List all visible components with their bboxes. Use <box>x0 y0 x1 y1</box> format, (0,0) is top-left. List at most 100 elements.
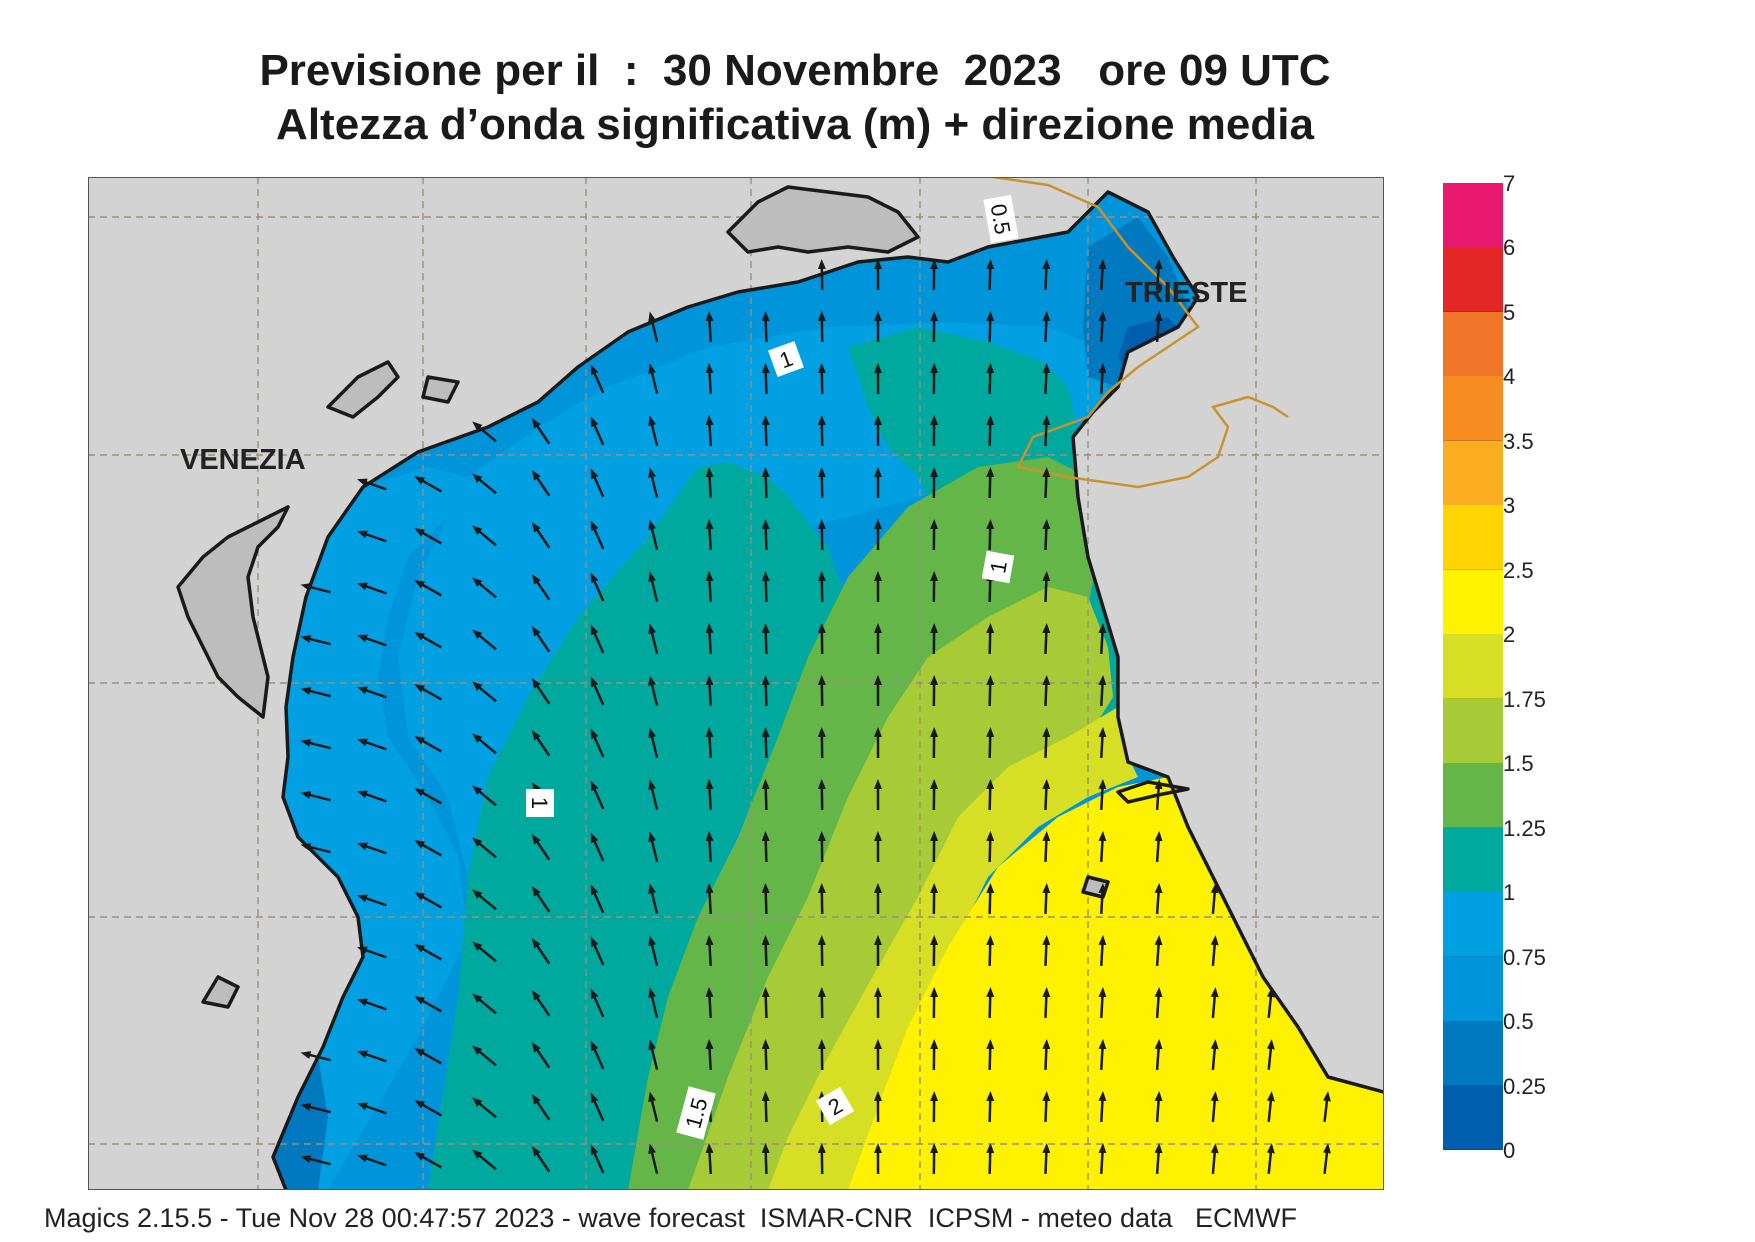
wave-arrow <box>648 363 659 394</box>
wave-arrow <box>590 520 605 550</box>
wave-arrow <box>300 687 331 698</box>
contour-label-1-west: 1 <box>527 797 552 809</box>
wave-arrow <box>531 522 551 549</box>
wave-arrow <box>590 1092 605 1122</box>
wave-arrow <box>531 938 551 965</box>
wave-arrow <box>531 574 551 601</box>
wave-arrow <box>986 831 995 863</box>
legend-tick-label: 4 <box>1503 364 1516 390</box>
wave-arrow <box>590 572 605 602</box>
wave-arrow <box>1154 987 1163 1019</box>
wave-arrow <box>761 1039 770 1071</box>
wave-arrow <box>648 467 659 498</box>
wave-arrow <box>472 629 497 651</box>
wave-arrow <box>1098 779 1107 811</box>
legend-swatch <box>1443 1085 1503 1151</box>
wave-arrow <box>356 998 387 1011</box>
wave-arrow <box>761 779 770 811</box>
wave-arrow <box>472 577 497 599</box>
wave-arrow <box>1042 467 1051 499</box>
wave-arrow <box>648 415 659 446</box>
wave-arrow <box>531 678 551 705</box>
wave-arrow <box>761 519 770 551</box>
wave-arrow <box>761 935 770 967</box>
wave-arrow <box>986 311 995 343</box>
wave-arrow <box>1042 259 1051 291</box>
wave-arrow <box>356 478 387 491</box>
wave-arrow <box>414 1100 442 1117</box>
wave-arrow <box>590 676 605 706</box>
wave-arrow <box>986 1143 995 1175</box>
wave-arrow <box>356 530 387 543</box>
wave-arrow <box>705 519 714 551</box>
wave-arrow <box>472 473 497 495</box>
contour-label-05: 0.5 <box>986 202 1016 236</box>
wave-arrow <box>472 421 497 443</box>
wave-map: 0.5 1 1 1 1.5 2 VENEZIA <box>88 177 1384 1190</box>
wave-arrow <box>648 311 659 342</box>
wave-arrow <box>414 476 442 493</box>
wave-arrow <box>986 415 995 447</box>
wave-arrow <box>1042 779 1051 811</box>
contour-label-1-east: 1 <box>985 559 1012 575</box>
wave-arrow <box>705 935 714 967</box>
legend-tick-label: 6 <box>1503 235 1516 261</box>
legend-swatch <box>1443 892 1503 958</box>
wave-arrow <box>986 727 995 759</box>
wave-arrow <box>356 634 387 647</box>
wave-arrow <box>1154 1143 1163 1175</box>
wave-arrow <box>356 1102 387 1115</box>
legend-tick-label: 1.25 <box>1503 815 1546 841</box>
coastline <box>176 185 1384 1190</box>
wave-arrow <box>1210 1143 1219 1175</box>
wave-arrow <box>761 363 770 395</box>
footer-credits: Magics 2.15.5 - Tue Nov 28 00:47:57 2023… <box>44 1203 1297 1233</box>
wave-arrow <box>1154 883 1163 915</box>
wave-arrow <box>531 730 551 757</box>
wave-arrow <box>414 1152 442 1169</box>
wave-arrow <box>1098 259 1107 291</box>
wave-arrow <box>300 1155 331 1166</box>
legend-tick-label: 2.5 <box>1503 557 1534 583</box>
legend-swatch <box>1443 956 1503 1022</box>
wave-arrow <box>1042 935 1051 967</box>
wave-arrow <box>986 883 995 915</box>
wave-arrow <box>531 626 551 653</box>
legend-tick-label: 1.5 <box>1503 751 1534 777</box>
wave-arrow <box>648 987 659 1018</box>
wave-arrow <box>356 790 387 803</box>
wave-arrow <box>531 418 551 445</box>
wave-arrow <box>705 623 714 655</box>
wave-arrow <box>531 1146 551 1173</box>
wave-arrow <box>414 736 442 753</box>
wave-arrow <box>648 1143 659 1174</box>
wave-arrow <box>1098 311 1107 343</box>
wave-arrow <box>1042 571 1051 603</box>
wave-arrow <box>648 571 659 602</box>
legend-tick-label: 2 <box>1503 622 1516 648</box>
wave-arrow <box>300 1103 331 1114</box>
wave-arrow <box>1266 1091 1275 1123</box>
legend-swatch <box>1443 376 1503 442</box>
wave-arrow <box>472 889 497 911</box>
wave-arrow <box>590 988 605 1018</box>
wave-arrow <box>1098 363 1107 395</box>
legend-tick-label: 0 <box>1503 1138 1516 1163</box>
wave-arrow <box>590 936 605 966</box>
wave-arrow <box>648 1091 659 1122</box>
wave-arrow <box>648 779 659 810</box>
wave-arrow <box>1154 779 1163 811</box>
wave-arrow <box>1098 623 1107 655</box>
wave-arrow <box>472 941 497 963</box>
wave-arrow <box>414 840 442 857</box>
wave-arrow <box>705 311 714 343</box>
wave-arrow <box>1098 883 1107 915</box>
wave-arrow <box>531 834 551 861</box>
wave-arrow <box>531 470 551 497</box>
wave-arrow <box>705 467 714 499</box>
wave-arrow <box>1098 675 1107 707</box>
wave-arrow <box>590 416 605 446</box>
wave-arrow <box>986 675 995 707</box>
wave-arrow <box>472 1149 497 1171</box>
color-legend <box>1443 183 1503 1151</box>
